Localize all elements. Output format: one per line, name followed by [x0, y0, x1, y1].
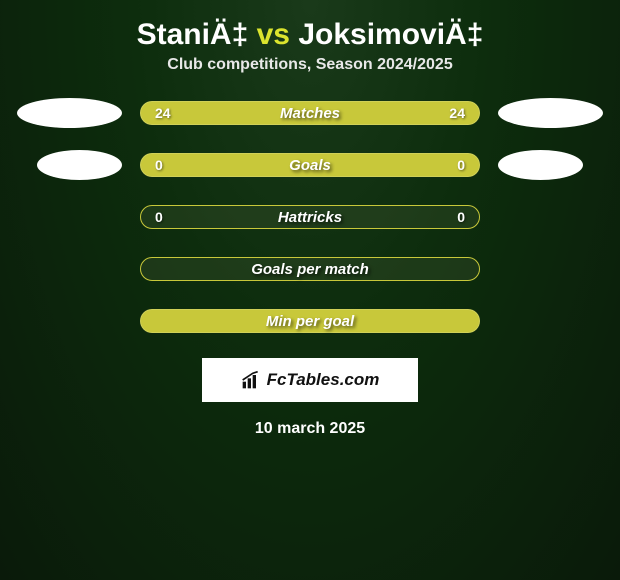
avatar-right-goals [498, 150, 583, 180]
goals-label: Goals [141, 157, 479, 174]
matches-right-value: 24 [445, 105, 465, 121]
stat-row-hattricks: 0 Hattricks 0 [0, 202, 620, 232]
stat-bar-matches: 24 Matches 24 [140, 101, 480, 125]
avatar-left-goals [37, 150, 122, 180]
avatar-right-matches [498, 98, 603, 128]
stat-bar-gpm: Goals per match [140, 257, 480, 281]
brand-text: FcTables.com [267, 370, 380, 390]
hattricks-label: Hattricks [141, 209, 479, 226]
stat-row-goals: 0 Goals 0 [0, 150, 620, 180]
bar-chart-icon [241, 370, 261, 390]
subtitle: Club competitions, Season 2024/2025 [0, 56, 620, 74]
comparison-widget: StaniÄ‡ vs JoksimoviÄ‡ Club competitions… [0, 0, 620, 438]
stat-row-mpg: Min per goal [0, 306, 620, 336]
stat-row-matches: 24 Matches 24 [0, 98, 620, 128]
mpg-label: Min per goal [141, 313, 479, 330]
brand-box[interactable]: FcTables.com [202, 358, 418, 402]
footer-date: 10 march 2025 [0, 420, 620, 438]
stat-row-gpm: Goals per match [0, 254, 620, 284]
matches-label: Matches [141, 105, 479, 122]
stat-bar-mpg: Min per goal [140, 309, 480, 333]
stat-bar-goals: 0 Goals 0 [140, 153, 480, 177]
player1-name: StaniÄ‡ [137, 18, 249, 51]
hattricks-right-value: 0 [445, 209, 465, 225]
page-title: StaniÄ‡ vs JoksimoviÄ‡ [0, 18, 620, 52]
stat-bar-hattricks: 0 Hattricks 0 [140, 205, 480, 229]
avatar-left-matches [17, 98, 122, 128]
vs-label: vs [257, 18, 290, 51]
player2-name: JoksimoviÄ‡ [298, 18, 483, 51]
goals-right-value: 0 [445, 157, 465, 173]
gpm-label: Goals per match [141, 261, 479, 278]
